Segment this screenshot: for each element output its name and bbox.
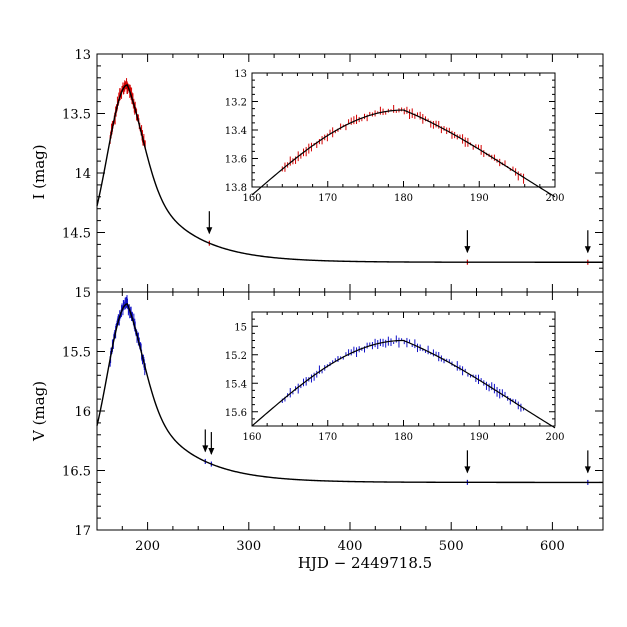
y-tick-label: 15.5 (62, 346, 91, 361)
y-tick-label: 15 (74, 286, 91, 301)
inset-fit-curve (251, 339, 556, 429)
inset-x-tick-label: 160 (242, 432, 261, 443)
x-tick-label: 300 (236, 539, 261, 554)
inset-x-tick-label: 170 (318, 432, 337, 443)
inset-x-tick-label: 200 (545, 432, 564, 443)
y-tick-label: 14.5 (62, 227, 91, 242)
y-tick-label: 13 (74, 48, 91, 63)
inset-y-tick-label: 15.2 (225, 351, 247, 362)
x-axis-title: HJD − 2449718.5 (298, 554, 432, 572)
y-tick-label: 14 (74, 167, 91, 182)
inset-x-tick-label: 180 (394, 193, 413, 204)
arrow-head (208, 448, 215, 456)
inset-y-tick-label: 15 (234, 322, 247, 333)
inset-y-tick-label: 13.4 (225, 126, 247, 137)
inset-y-tick-label: 13.2 (225, 98, 247, 109)
arrow-head (464, 246, 471, 254)
arrow-head (202, 445, 209, 453)
inset-y-tick-label: 15.6 (225, 408, 247, 419)
inset-y-tick-label: 13.8 (225, 183, 247, 194)
y-tick-label: 17 (74, 524, 91, 539)
inset-x-tick-label: 170 (318, 193, 337, 204)
y-tick-label: 13.5 (62, 108, 91, 123)
y-tick-label: 16.5 (62, 465, 91, 480)
inset-x-tick-label: 190 (470, 432, 489, 443)
axes-layer: 13 13.5 14 14.5 160 170 180 190 200 13 13.2 13.4 13.… (62, 48, 604, 554)
inset-x-tick-label: 190 (470, 193, 489, 204)
x-tick-label: 500 (439, 539, 464, 554)
inset-y-tick-label: 13.6 (225, 155, 247, 166)
x-tick-label: 400 (338, 539, 363, 554)
inset-frame (251, 311, 556, 427)
data-layer (96, 78, 603, 485)
inset-x-tick-label: 180 (394, 432, 413, 443)
bottom-ylabel: V (mag) (30, 381, 48, 442)
x-tick-label: 200 (135, 539, 160, 554)
arrow-head (584, 466, 591, 474)
fit-curve (96, 303, 603, 484)
inset-x-tick-label: 160 (242, 193, 261, 204)
fit-curve (96, 84, 603, 263)
inset-frame (251, 72, 556, 188)
y-tick-label: 16 (74, 405, 91, 420)
arrow-head (464, 466, 471, 474)
x-tick-label: 600 (540, 539, 565, 554)
inset-y-tick-label: 15.4 (225, 379, 247, 390)
arrow-head (584, 246, 591, 254)
arrow-head (206, 227, 213, 235)
inset-fit-curve (251, 109, 556, 198)
inset-x-tick-label: 200 (545, 193, 564, 204)
top-ylabel: I (mag) (30, 144, 48, 199)
inset-y-tick-label: 13 (234, 69, 247, 80)
